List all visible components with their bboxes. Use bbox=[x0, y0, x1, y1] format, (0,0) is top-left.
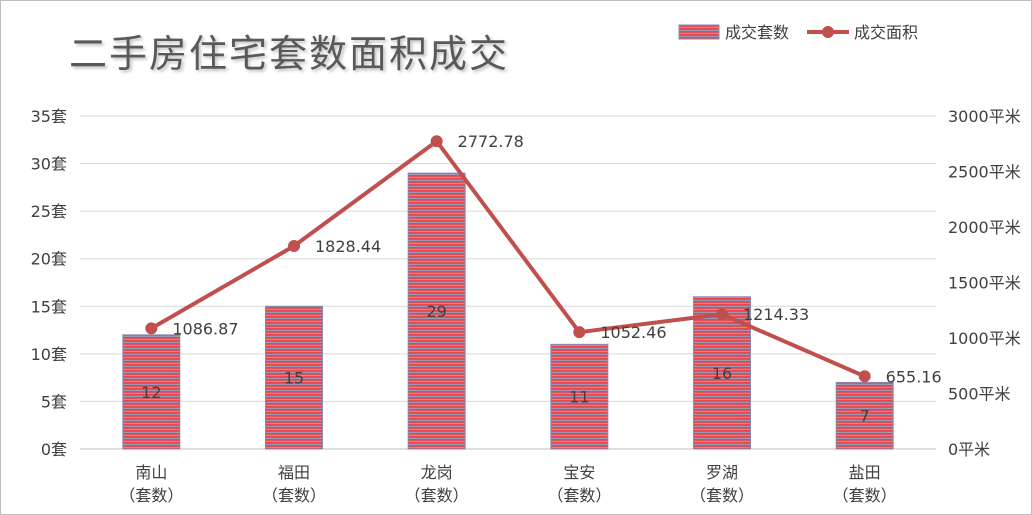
legend: 成交套数 成交面积 bbox=[678, 23, 918, 42]
line-point bbox=[145, 322, 158, 335]
bar-value-label: 7 bbox=[860, 407, 870, 426]
line-point bbox=[858, 370, 871, 383]
line-value-label: 1086.87 bbox=[172, 319, 238, 338]
bar-value-label: 16 bbox=[712, 364, 732, 383]
chart-title: 二手房住宅套数面积成交 bbox=[69, 32, 510, 76]
bar-value-label: 29 bbox=[426, 302, 446, 321]
line-value-label: 2772.78 bbox=[458, 132, 524, 151]
x-axis: 南山 （套数） 福田 （套数） 龙岗 （套数） 宝安 （套数） 罗湖 （套数） 盐田 （套数） bbox=[119, 463, 896, 505]
y-left-tick-label: 15套 bbox=[31, 297, 67, 316]
line-value-label: 655.16 bbox=[886, 367, 942, 386]
line-point bbox=[288, 240, 300, 253]
y-right-tick-label: 1000平米 bbox=[948, 329, 1021, 348]
x-tick-label: 南山 bbox=[135, 463, 167, 482]
y-left-tick-label: 30套 bbox=[31, 155, 67, 174]
y-left-tick-label: 10套 bbox=[31, 345, 67, 364]
y-left-tick-label: 0套 bbox=[41, 440, 67, 459]
bar bbox=[550, 343, 609, 450]
x-tick-label: （套数） bbox=[547, 486, 611, 505]
y-left-tick-label: 20套 bbox=[31, 250, 67, 269]
y-left-tick-label: 35套 bbox=[31, 107, 67, 126]
y-left-tick-label: 5套 bbox=[41, 392, 67, 411]
area-line bbox=[150, 139, 866, 379]
x-tick-label: 龙岗 bbox=[421, 463, 453, 482]
y-right-tick-label: 500平米 bbox=[948, 385, 1011, 404]
x-tick-label: 盐田 bbox=[849, 463, 881, 482]
x-tick-label: （套数） bbox=[833, 486, 897, 505]
bar bbox=[122, 334, 181, 450]
line-value-label: 1828.44 bbox=[315, 237, 381, 256]
y-right-tick-label: 2500平米 bbox=[948, 163, 1021, 182]
line-value-label: 1214.33 bbox=[743, 305, 809, 324]
line-point bbox=[716, 308, 728, 321]
bar-series bbox=[122, 172, 894, 450]
x-tick-label: （套数） bbox=[262, 486, 326, 505]
y-left-tick-label: 25套 bbox=[31, 202, 67, 221]
y-right-tick-label: 3000平米 bbox=[948, 107, 1021, 126]
y-axis-left: 0套 5套 10套 15套 20套 25套 30套 35套 bbox=[31, 107, 67, 459]
bar bbox=[835, 381, 894, 450]
line-point bbox=[430, 135, 443, 148]
bar-value-label: 15 bbox=[284, 369, 304, 388]
bar bbox=[407, 172, 466, 450]
y-right-tick-label: 0平米 bbox=[948, 440, 990, 459]
y-right-tick-label: 2000平米 bbox=[948, 218, 1021, 237]
x-tick-label: 罗湖 bbox=[706, 463, 738, 482]
line-series bbox=[145, 135, 871, 383]
legend-swatch-bar bbox=[678, 24, 720, 40]
bar-value-label: 12 bbox=[141, 383, 161, 402]
x-tick-label: 福田 bbox=[278, 463, 310, 482]
x-tick-label: （套数） bbox=[119, 486, 183, 505]
line-value-label: 1052.46 bbox=[600, 323, 666, 342]
y-right-tick-label: 1500平米 bbox=[948, 274, 1021, 293]
bar bbox=[265, 305, 323, 450]
x-tick-label: （套数） bbox=[690, 486, 754, 505]
legend-swatch-marker bbox=[822, 26, 834, 38]
x-tick-label: 宝安 bbox=[563, 463, 595, 482]
line-point bbox=[573, 326, 586, 339]
legend-label-line: 成交面积 bbox=[854, 23, 918, 42]
y-axis-right: 0平米 500平米 1000平米 1500平米 2000平米 2500平米 3000平米 bbox=[948, 107, 1021, 459]
legend-label-bar: 成交套数 bbox=[725, 23, 789, 42]
line-value-labels: 1086.87 1828.44 2772.78 1052.46 1214.33 655.1… bbox=[172, 132, 941, 386]
bar-value-label: 11 bbox=[569, 388, 589, 407]
bar-value-labels: 12 15 29 11 16 7 bbox=[141, 302, 870, 426]
gridlines bbox=[80, 115, 936, 450]
x-tick-label: （套数） bbox=[405, 486, 469, 505]
